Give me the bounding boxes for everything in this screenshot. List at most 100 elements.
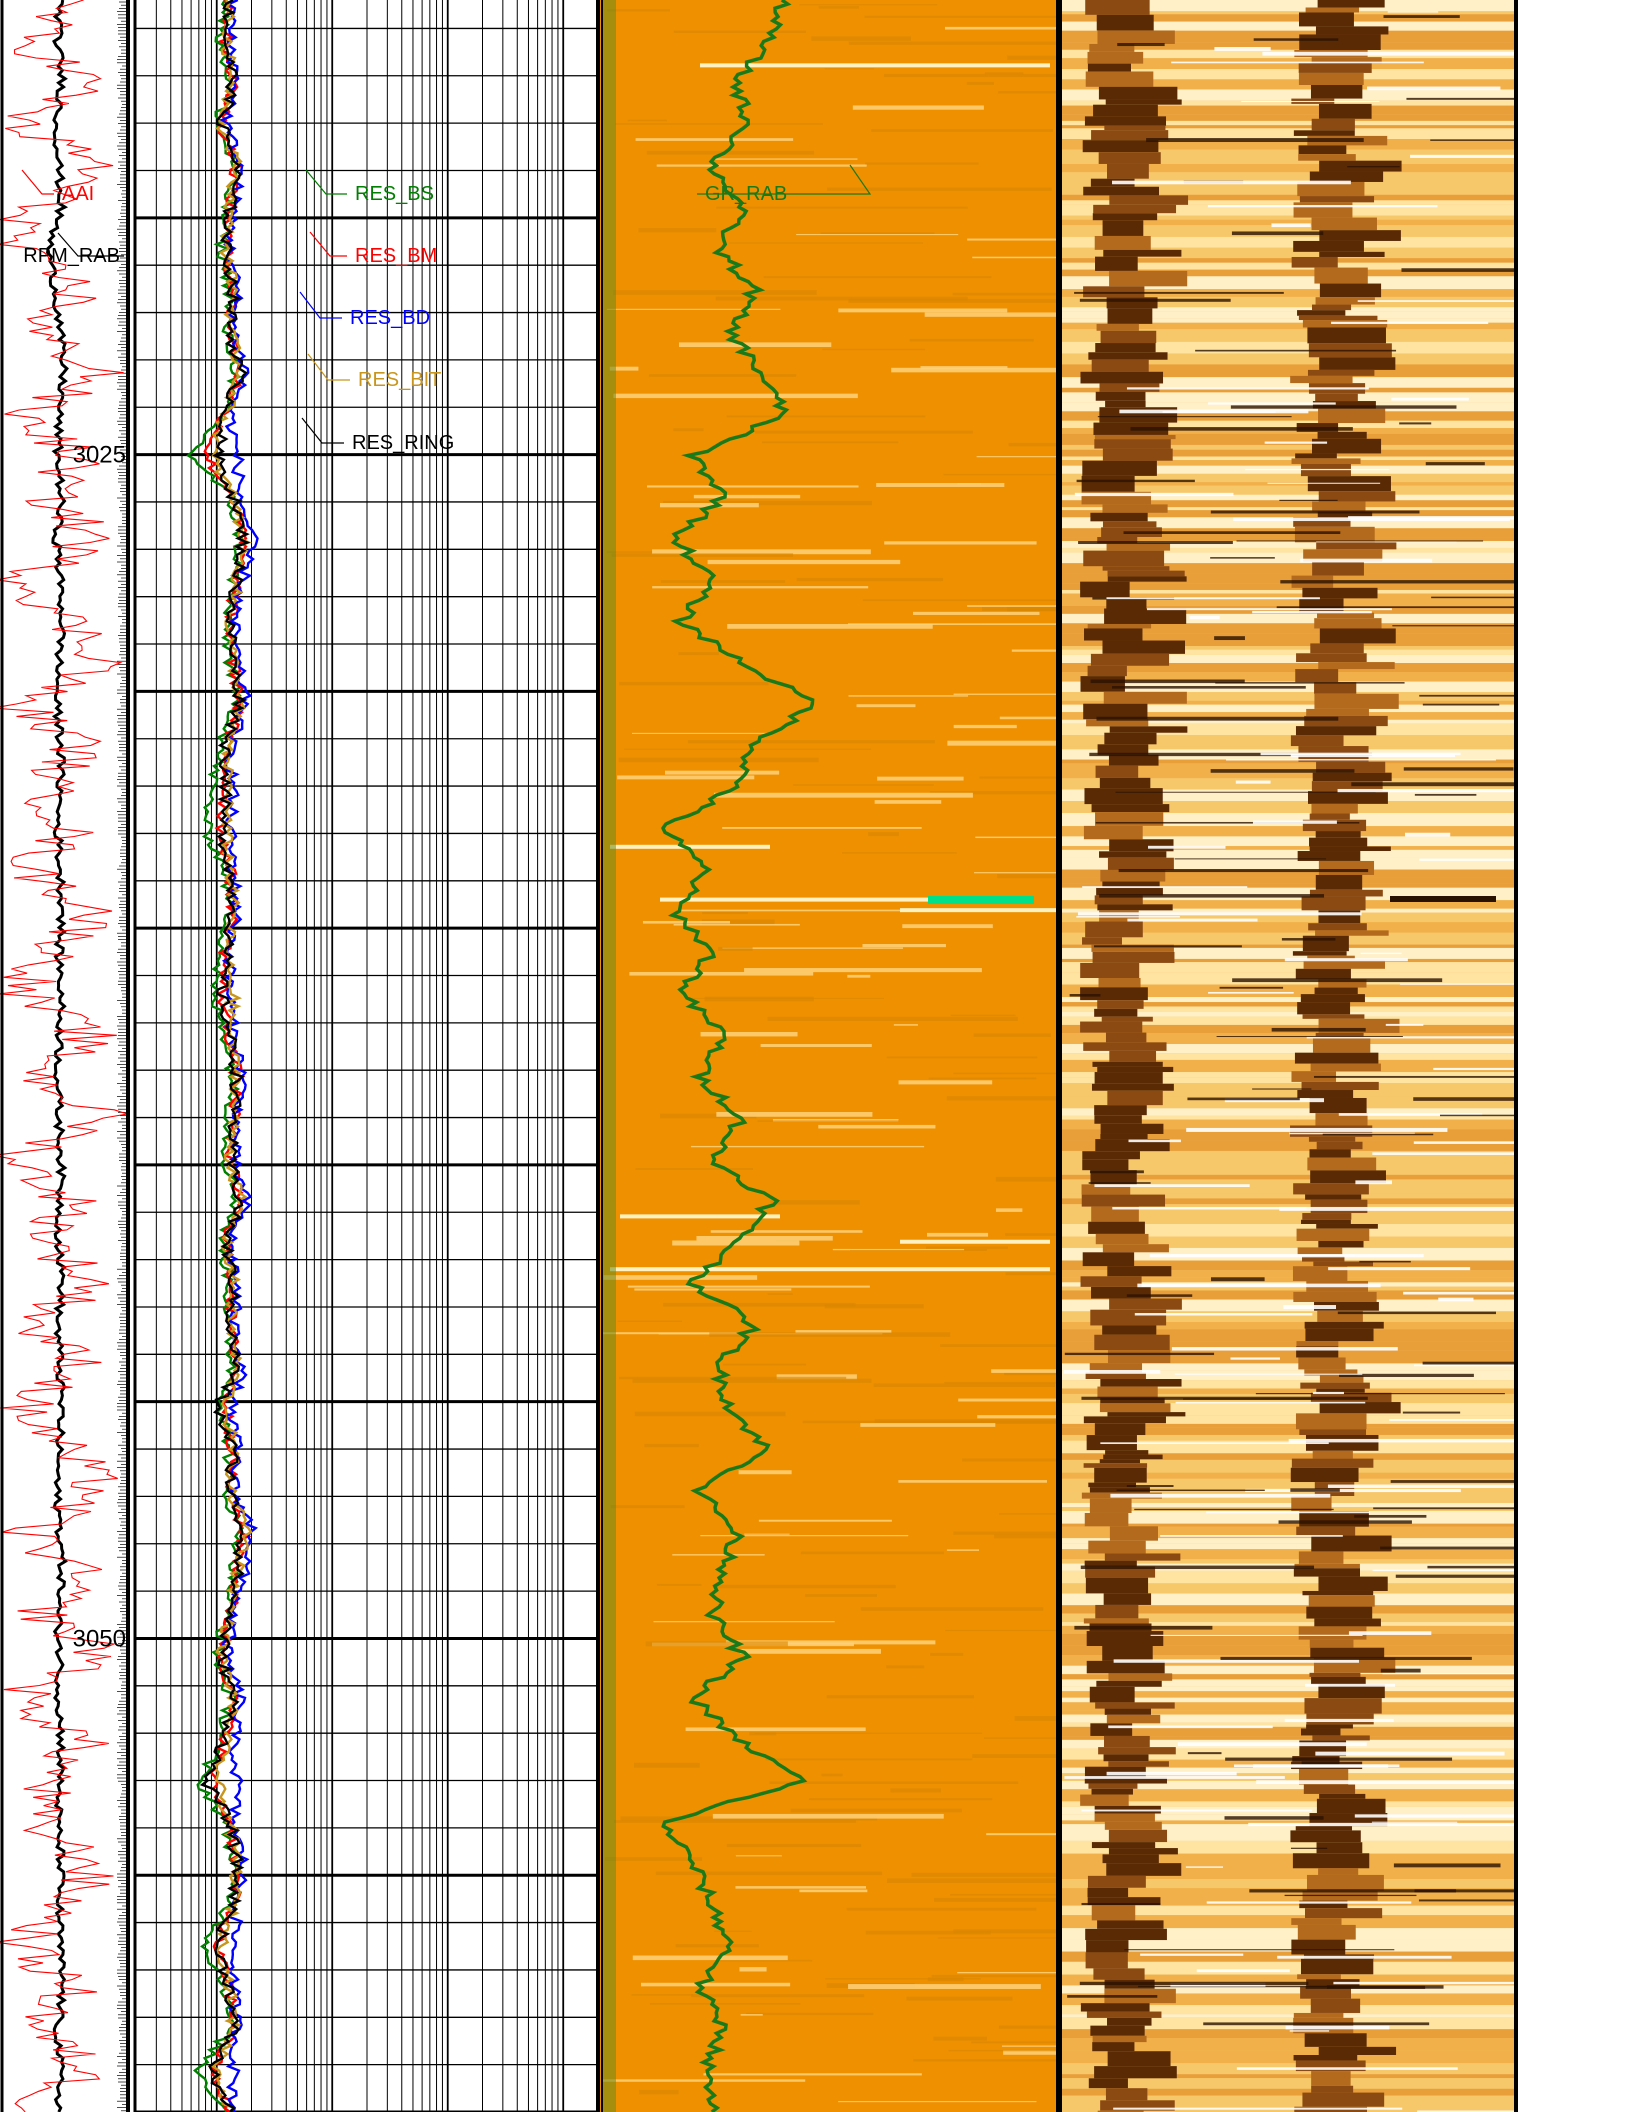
- res-image-dark-band: [1312, 1037, 1371, 1053]
- gamma-image-streak: [673, 923, 800, 926]
- res-image-dark-band: [1091, 130, 1169, 141]
- res-image-dark-band: [1304, 715, 1388, 727]
- gamma-image-streak: [860, 1607, 1044, 1611]
- res-image-dark-band: [1100, 1133, 1148, 1140]
- res-image-streak: [1088, 1182, 1151, 1184]
- res-image-dark-band: [1309, 837, 1368, 847]
- res-image-band: [1061, 149, 1516, 156]
- gamma-image-streak: [633, 1762, 700, 1768]
- res-image-band: [1061, 364, 1516, 378]
- res-image-streak: [1117, 43, 1165, 47]
- res-image-band: [1061, 623, 1516, 634]
- gamma-image-streak: [726, 1843, 862, 1848]
- res-image-streak: [1284, 958, 1408, 962]
- res-image-band: [1061, 1820, 1516, 1825]
- res-image-dark-band: [1318, 491, 1396, 502]
- gamma-image-streak: [852, 105, 984, 110]
- res-image-dark-band: [1108, 1848, 1178, 1855]
- res-image-dark-band: [1097, 2110, 1144, 2112]
- gamma-image-streak: [739, 1967, 767, 1972]
- res-image-dark-band: [1318, 1576, 1388, 1591]
- res-image-dark-band: [1295, 2060, 1366, 2072]
- res-image-dark-band: [1097, 1066, 1174, 1073]
- res-image-band: [1061, 1140, 1516, 1151]
- res-image-streak: [1271, 1027, 1366, 1032]
- res-image-streak: [1079, 1981, 1309, 1986]
- res-image-dark-band: [1107, 1266, 1172, 1277]
- res-image-band: [1061, 1767, 1516, 1774]
- res-image-dark-band: [1319, 251, 1385, 257]
- gamma-image-streak: [874, 800, 942, 804]
- gamma-image-streak: [744, 968, 982, 973]
- gamma-image-streak: [678, 342, 832, 348]
- gamma-image-streak: [769, 1781, 1019, 1784]
- res-image-dark-band: [1295, 968, 1351, 980]
- res-image-streak: [1220, 1656, 1472, 1660]
- res-image-band: [1061, 1129, 1516, 1141]
- gamma-image-bright-streak: [700, 63, 1050, 68]
- res-image-dark-band: [1293, 517, 1351, 527]
- res-image-band: [1061, 857, 1516, 870]
- res-image-streak: [1304, 1683, 1396, 1687]
- gamma-image-streak: [877, 776, 964, 781]
- res-image-streak: [1146, 608, 1392, 611]
- gamma-image-streak: [713, 792, 973, 798]
- res-image-dark-band: [1300, 1382, 1370, 1389]
- res-image-streak: [1393, 1863, 1501, 1868]
- res-image-dark-band: [1092, 2042, 1135, 2052]
- res-image-dark-band: [1104, 608, 1187, 624]
- gamma-image-streak: [972, 256, 1056, 259]
- res-image-dark-band: [1090, 653, 1170, 666]
- res-image-dark-band: [1102, 504, 1168, 513]
- res-image-dark-band: [1297, 851, 1361, 861]
- gamma-image-track: [600, 0, 1056, 2112]
- res-image-band: [1061, 763, 1516, 772]
- res-image-dark-band: [1316, 1141, 1363, 1150]
- gamma-image-streak: [646, 150, 815, 155]
- gamma-image-streak: [821, 1773, 843, 1777]
- res-image-dark-band: [1109, 1298, 1182, 1310]
- res-image-streak: [1189, 615, 1220, 620]
- gamma-image-streak: [846, 1907, 1037, 1911]
- res-image-streak: [1290, 1847, 1328, 1849]
- res-image-band: [1061, 1072, 1516, 1078]
- gamma-image-streak: [973, 1033, 1051, 1037]
- res-image-dark-band: [1097, 904, 1173, 911]
- res-image-band: [1061, 883, 1516, 888]
- res-image-dark-band: [1083, 1463, 1148, 1468]
- res-image-dark-band: [1092, 213, 1158, 221]
- gamma-image-streak: [678, 652, 719, 656]
- res-image-dark-band: [1300, 1219, 1351, 1224]
- res-image-dark-band: [1312, 561, 1364, 576]
- gamma-image-streak: [735, 1886, 867, 1889]
- res-image-streak: [1348, 516, 1516, 520]
- gamma-image-streak: [714, 1930, 752, 1932]
- res-image-streak: [1357, 300, 1516, 302]
- res-image-dark-band: [1090, 2025, 1145, 2036]
- res-image-dark-band: [1105, 1032, 1147, 1043]
- res-image-dark-band: [1097, 30, 1175, 44]
- res-image-dark-band: [1291, 1918, 1342, 1925]
- gamma-image-streak: [890, 1788, 942, 1793]
- gamma-image-streak: [953, 724, 1017, 729]
- res-image-dark-band: [1097, 744, 1149, 755]
- res-image-streak: [1399, 422, 1432, 425]
- res-image-band: [1061, 593, 1516, 606]
- res-image-dark-band: [1094, 1105, 1147, 1116]
- gamma-image-streak: [624, 748, 872, 750]
- res-image-band: [1061, 1044, 1516, 1054]
- gamma-image-streak: [687, 740, 935, 744]
- res-image-streak: [1337, 1311, 1497, 1315]
- res-image-band: [1061, 2050, 1516, 2064]
- res-image-band: [1061, 922, 1516, 933]
- res-image-band: [1061, 329, 1516, 342]
- res-image-streak: [1214, 636, 1245, 641]
- gamma-image-streak: [862, 599, 1056, 602]
- gamma-image-streak: [702, 911, 748, 915]
- res-image-dark-band: [1091, 804, 1170, 813]
- res-image-dark-band: [1102, 640, 1186, 654]
- gamma-image-streak: [660, 580, 786, 583]
- gamma-image-streak: [767, 1293, 793, 1295]
- res-image-streak: [1338, 1113, 1483, 1116]
- gamma-image-streak: [652, 586, 869, 589]
